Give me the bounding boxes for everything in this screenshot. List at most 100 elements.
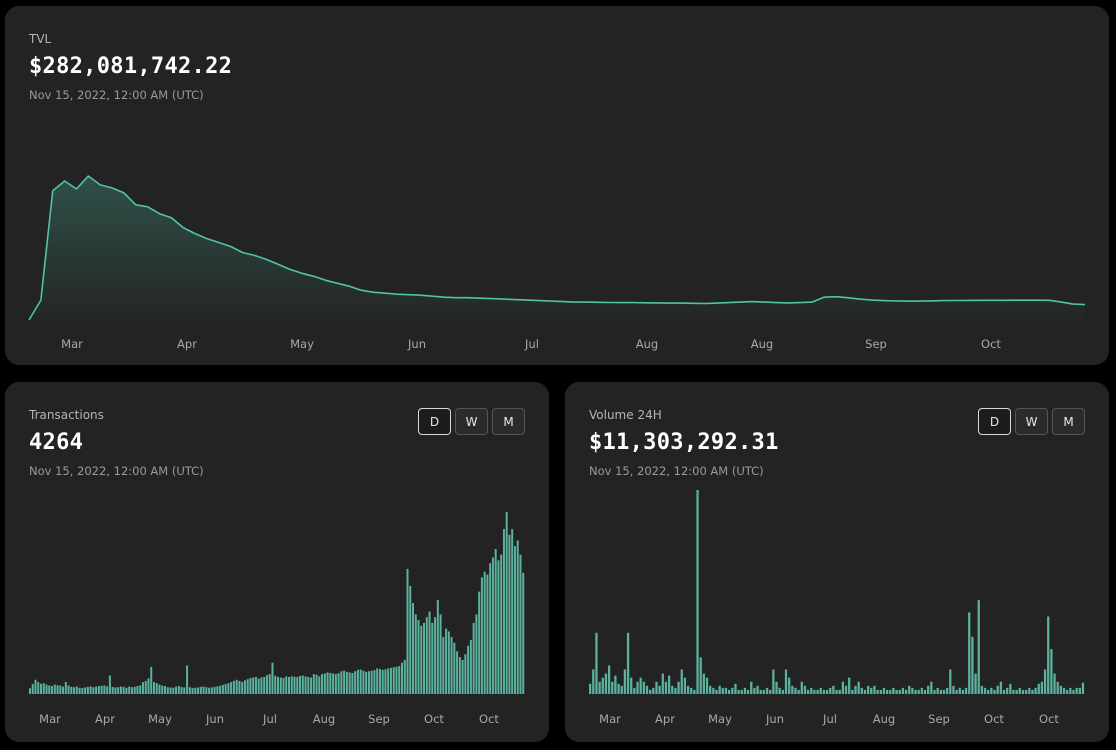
transactions-bar xyxy=(227,683,230,694)
transactions-bar xyxy=(387,668,390,694)
volume-bar xyxy=(993,689,996,694)
transactions-bar xyxy=(141,682,144,694)
transactions-x-tick-label: Aug xyxy=(313,712,335,726)
transactions-bar xyxy=(365,671,368,694)
volume-week-button[interactable]: W xyxy=(1015,408,1048,435)
volume-bar xyxy=(705,677,709,694)
transactions-bar xyxy=(425,617,428,694)
transactions-bar xyxy=(447,631,450,694)
volume-value: $11,303,292.31 xyxy=(589,430,779,455)
volume-day-button[interactable]: D xyxy=(978,408,1011,435)
volume-x-tick-label: Sep xyxy=(928,712,950,726)
transactions-bar xyxy=(362,670,365,694)
transactions-bar xyxy=(147,678,150,694)
transactions-bar xyxy=(458,657,461,694)
transactions-bar xyxy=(340,671,343,694)
volume-bar xyxy=(876,689,879,694)
transactions-x-tick-label: Sep xyxy=(368,712,390,726)
transactions-week-button[interactable]: W xyxy=(455,408,488,435)
transactions-bar xyxy=(301,675,304,694)
transactions-bar xyxy=(166,687,169,695)
transactions-bar xyxy=(464,654,467,694)
volume-chart[interactable]: Mar Apr May Jun Jul Aug Sep Oct Oct xyxy=(565,382,1109,742)
volume-bar xyxy=(838,689,841,694)
transactions-bar xyxy=(133,686,136,694)
volume-bar xyxy=(693,689,696,694)
transactions-bar xyxy=(356,669,359,694)
transactions-bar xyxy=(439,614,442,695)
volume-bar xyxy=(942,689,946,694)
transactions-bar xyxy=(318,676,321,694)
transactions-bar xyxy=(199,686,202,694)
transactions-x-tick-label: Apr xyxy=(95,712,115,726)
transactions-bar xyxy=(130,687,133,695)
transactions-bar xyxy=(75,686,78,694)
transactions-bar xyxy=(392,667,395,694)
volume-bar xyxy=(933,689,936,694)
transactions-bar xyxy=(241,682,244,694)
volume-bar xyxy=(775,681,778,694)
transactions-bar xyxy=(42,683,45,694)
transactions-chart[interactable]: Mar Apr May Jun Jul Aug Sep Oct Oct xyxy=(5,382,549,742)
volume-bar xyxy=(800,681,803,694)
transactions-bar xyxy=(202,686,205,694)
volume-bar xyxy=(781,689,784,694)
volume-bar xyxy=(601,677,604,694)
volume-bar xyxy=(642,681,645,694)
transactions-bar xyxy=(89,686,92,694)
transactions-bar xyxy=(513,546,516,695)
transactions-label: Transactions xyxy=(29,408,104,422)
volume-bar xyxy=(671,685,674,694)
transactions-bar xyxy=(177,686,180,694)
volume-x-tick-label: Oct xyxy=(984,712,1004,726)
transactions-bar xyxy=(164,686,166,694)
transactions-bar xyxy=(431,622,434,694)
transactions-day-button[interactable]: D xyxy=(418,408,451,435)
transactions-bar xyxy=(106,686,109,694)
transactions-bar xyxy=(100,685,103,694)
transactions-bar xyxy=(494,548,497,694)
volume-bar xyxy=(1002,689,1006,694)
transactions-bar xyxy=(111,686,114,694)
transactions-bar xyxy=(252,677,255,694)
transactions-bar xyxy=(103,685,106,694)
transactions-bar xyxy=(243,680,246,694)
transactions-bar xyxy=(445,628,448,694)
volume-bar xyxy=(889,689,892,694)
volume-bar xyxy=(848,677,851,694)
transactions-bar xyxy=(271,662,274,694)
transactions-bar xyxy=(194,687,197,694)
transactions-bar xyxy=(153,682,155,694)
volume-bar xyxy=(835,689,838,694)
volume-bar xyxy=(867,685,870,694)
transactions-bar xyxy=(205,687,208,695)
transactions-bar xyxy=(288,676,290,694)
transactions-month-button[interactable]: M xyxy=(492,408,525,435)
volume-bar xyxy=(945,687,949,694)
volume-bar xyxy=(987,689,990,694)
volume-bar xyxy=(702,673,705,694)
volume-bar xyxy=(996,685,999,694)
transactions-bar xyxy=(296,676,299,694)
transactions-bar xyxy=(64,682,67,694)
tvl-x-tick-label: Jun xyxy=(407,337,426,351)
volume-bar xyxy=(623,669,627,694)
transactions-bar xyxy=(144,680,147,694)
volume-bar xyxy=(737,689,740,694)
transactions-bar xyxy=(210,687,213,694)
volume-bar xyxy=(731,687,734,694)
transactions-bar xyxy=(175,686,178,694)
volume-month-button[interactable]: M xyxy=(1052,408,1085,435)
volume-bar xyxy=(958,687,961,694)
transactions-bar xyxy=(59,685,62,694)
transactions-bar xyxy=(406,568,409,695)
transactions-bar xyxy=(389,667,392,694)
volume-bar xyxy=(614,675,617,694)
volume-bar xyxy=(769,689,772,694)
volume-bar xyxy=(1024,689,1028,694)
tvl-chart[interactable]: Mar Apr May Jun Jul Aug Aug Sep Oct xyxy=(5,6,1109,365)
transactions-bar xyxy=(78,687,81,694)
transactions-bar xyxy=(95,686,98,694)
transactions-bar xyxy=(334,674,337,694)
transactions-bar xyxy=(232,680,235,694)
